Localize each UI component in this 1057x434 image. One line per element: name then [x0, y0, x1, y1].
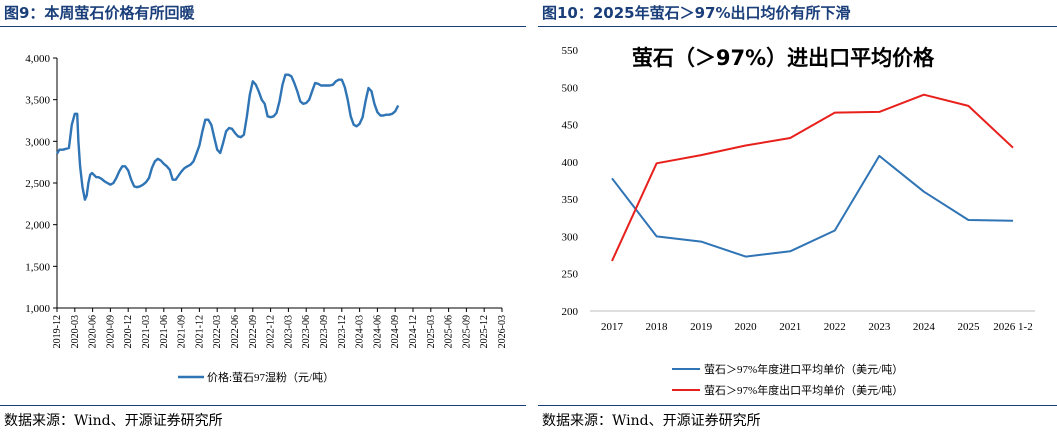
y-tick-label: 3,000	[25, 136, 50, 148]
x-tick-label: 2026-03	[497, 315, 508, 348]
y-tick-label: 300	[562, 231, 579, 243]
legend-label-price: 价格:萤石97湿粉（元/吨）	[207, 370, 334, 384]
x-tick-label: 2019-12	[52, 315, 63, 348]
y-tick-label: 2,500	[25, 178, 50, 190]
x-tick-label: 2021-03	[141, 315, 152, 348]
y-tick-label: 450	[562, 120, 579, 132]
x-tick-label: 2022-09	[248, 315, 259, 348]
y-tick-label: 2,000	[25, 220, 50, 232]
y-tick-label: 400	[562, 157, 579, 169]
right-panel-title: 图10：2025年萤石＞97%出口均价有所下滑	[542, 4, 851, 22]
x-tick-label: 2020	[735, 321, 758, 333]
right-chart: 萤石（＞97%）进出口平均价格 200 250 300 350 400 450 500 550 2…	[562, 45, 1035, 397]
x-tick-label: 2025-03	[426, 315, 437, 348]
right-panel: 图10：2025年萤石＞97%出口均价有所下滑 萤石（＞97%）进出口平均价格 2…	[538, 0, 1057, 434]
x-tick-label: 2024-09	[390, 315, 401, 348]
x-tick-label: 2021-09	[177, 315, 188, 348]
left-source-note: 数据来源：Wind、开源证券研究所	[4, 413, 223, 429]
x-tick-label: 2017	[601, 321, 624, 333]
x-tick-label: 2022-06	[230, 315, 241, 348]
x-tick-label: 2023-03	[283, 315, 294, 348]
x-tick-label: 2023-09	[319, 315, 330, 348]
x-tick-label: 2025-09	[461, 315, 472, 348]
x-tick-label: 2023-12	[337, 315, 348, 348]
legend-label-import: 萤石＞97%年度进口平均单价（美元/吨）	[704, 362, 903, 376]
x-tick-label: 2020-03	[70, 315, 81, 348]
chart-title: 萤石（＞97%）进出口平均价格	[632, 46, 935, 70]
y-tick-label: 1,500	[25, 261, 50, 273]
left-panel: 图9：本周萤石价格有所回暖 1,000 1,500 2,000 2,500 3,000 3…	[0, 0, 526, 434]
y-tick-label: 250	[562, 269, 579, 281]
x-tick-label: 2025	[957, 321, 980, 333]
x-tick-label: 2020-12	[123, 315, 134, 348]
y-tick-label: 4,000	[25, 53, 50, 65]
left-source-rule	[0, 405, 526, 406]
x-tick-label: 2022-03	[212, 315, 223, 348]
import-price-series-line	[611, 154, 1014, 258]
x-tick-label: 2018	[646, 321, 669, 333]
y-tick-label: 500	[562, 82, 579, 94]
x-tick-label: 2022-12	[266, 315, 277, 348]
y-tick-label: 1,000	[25, 303, 50, 315]
x-tick-label: 2025-06	[444, 315, 455, 348]
legend-label-export: 萤石＞97%年度出口平均单价（美元/吨）	[704, 383, 903, 397]
right-title-rule	[538, 26, 1057, 27]
price-series-line	[55, 73, 400, 201]
x-tick-label: 2021-12	[194, 315, 205, 348]
y-tick-label: 200	[562, 306, 579, 318]
x-tick-label: 2024	[913, 321, 936, 333]
x-tick-label: 2022	[824, 321, 846, 333]
export-price-series-line	[611, 93, 1014, 262]
x-tick-label: 2020-06	[88, 315, 99, 348]
x-tick-label: 2026 1-2	[993, 321, 1032, 333]
x-tick-label: 2025-12	[479, 315, 490, 348]
right-source-note: 数据来源：Wind、开源证券研究所	[542, 413, 761, 429]
x-tick-label: 2019	[690, 321, 713, 333]
left-panel-title: 图9：本周萤石价格有所回暖	[4, 4, 195, 22]
left-title-rule	[0, 26, 526, 27]
right-source-rule	[538, 405, 1057, 406]
left-chart: 1,000 1,500 2,000 2,500 3,000 3,500 4,000 2019-…	[25, 53, 508, 384]
x-tick-label: 2023-06	[301, 315, 312, 348]
x-tick-label: 2021-06	[159, 315, 170, 348]
y-tick-label: 550	[562, 45, 579, 57]
x-tick-label: 2023	[868, 321, 891, 333]
x-tick-label: 2024-12	[408, 315, 419, 348]
y-tick-label: 350	[562, 194, 579, 206]
x-tick-label: 2024-06	[372, 315, 383, 348]
x-tick-label: 2024-03	[355, 315, 366, 348]
x-tick-label: 2020-09	[105, 315, 116, 348]
y-tick-label: 3,500	[25, 95, 50, 107]
x-tick-label: 2021	[779, 321, 801, 333]
